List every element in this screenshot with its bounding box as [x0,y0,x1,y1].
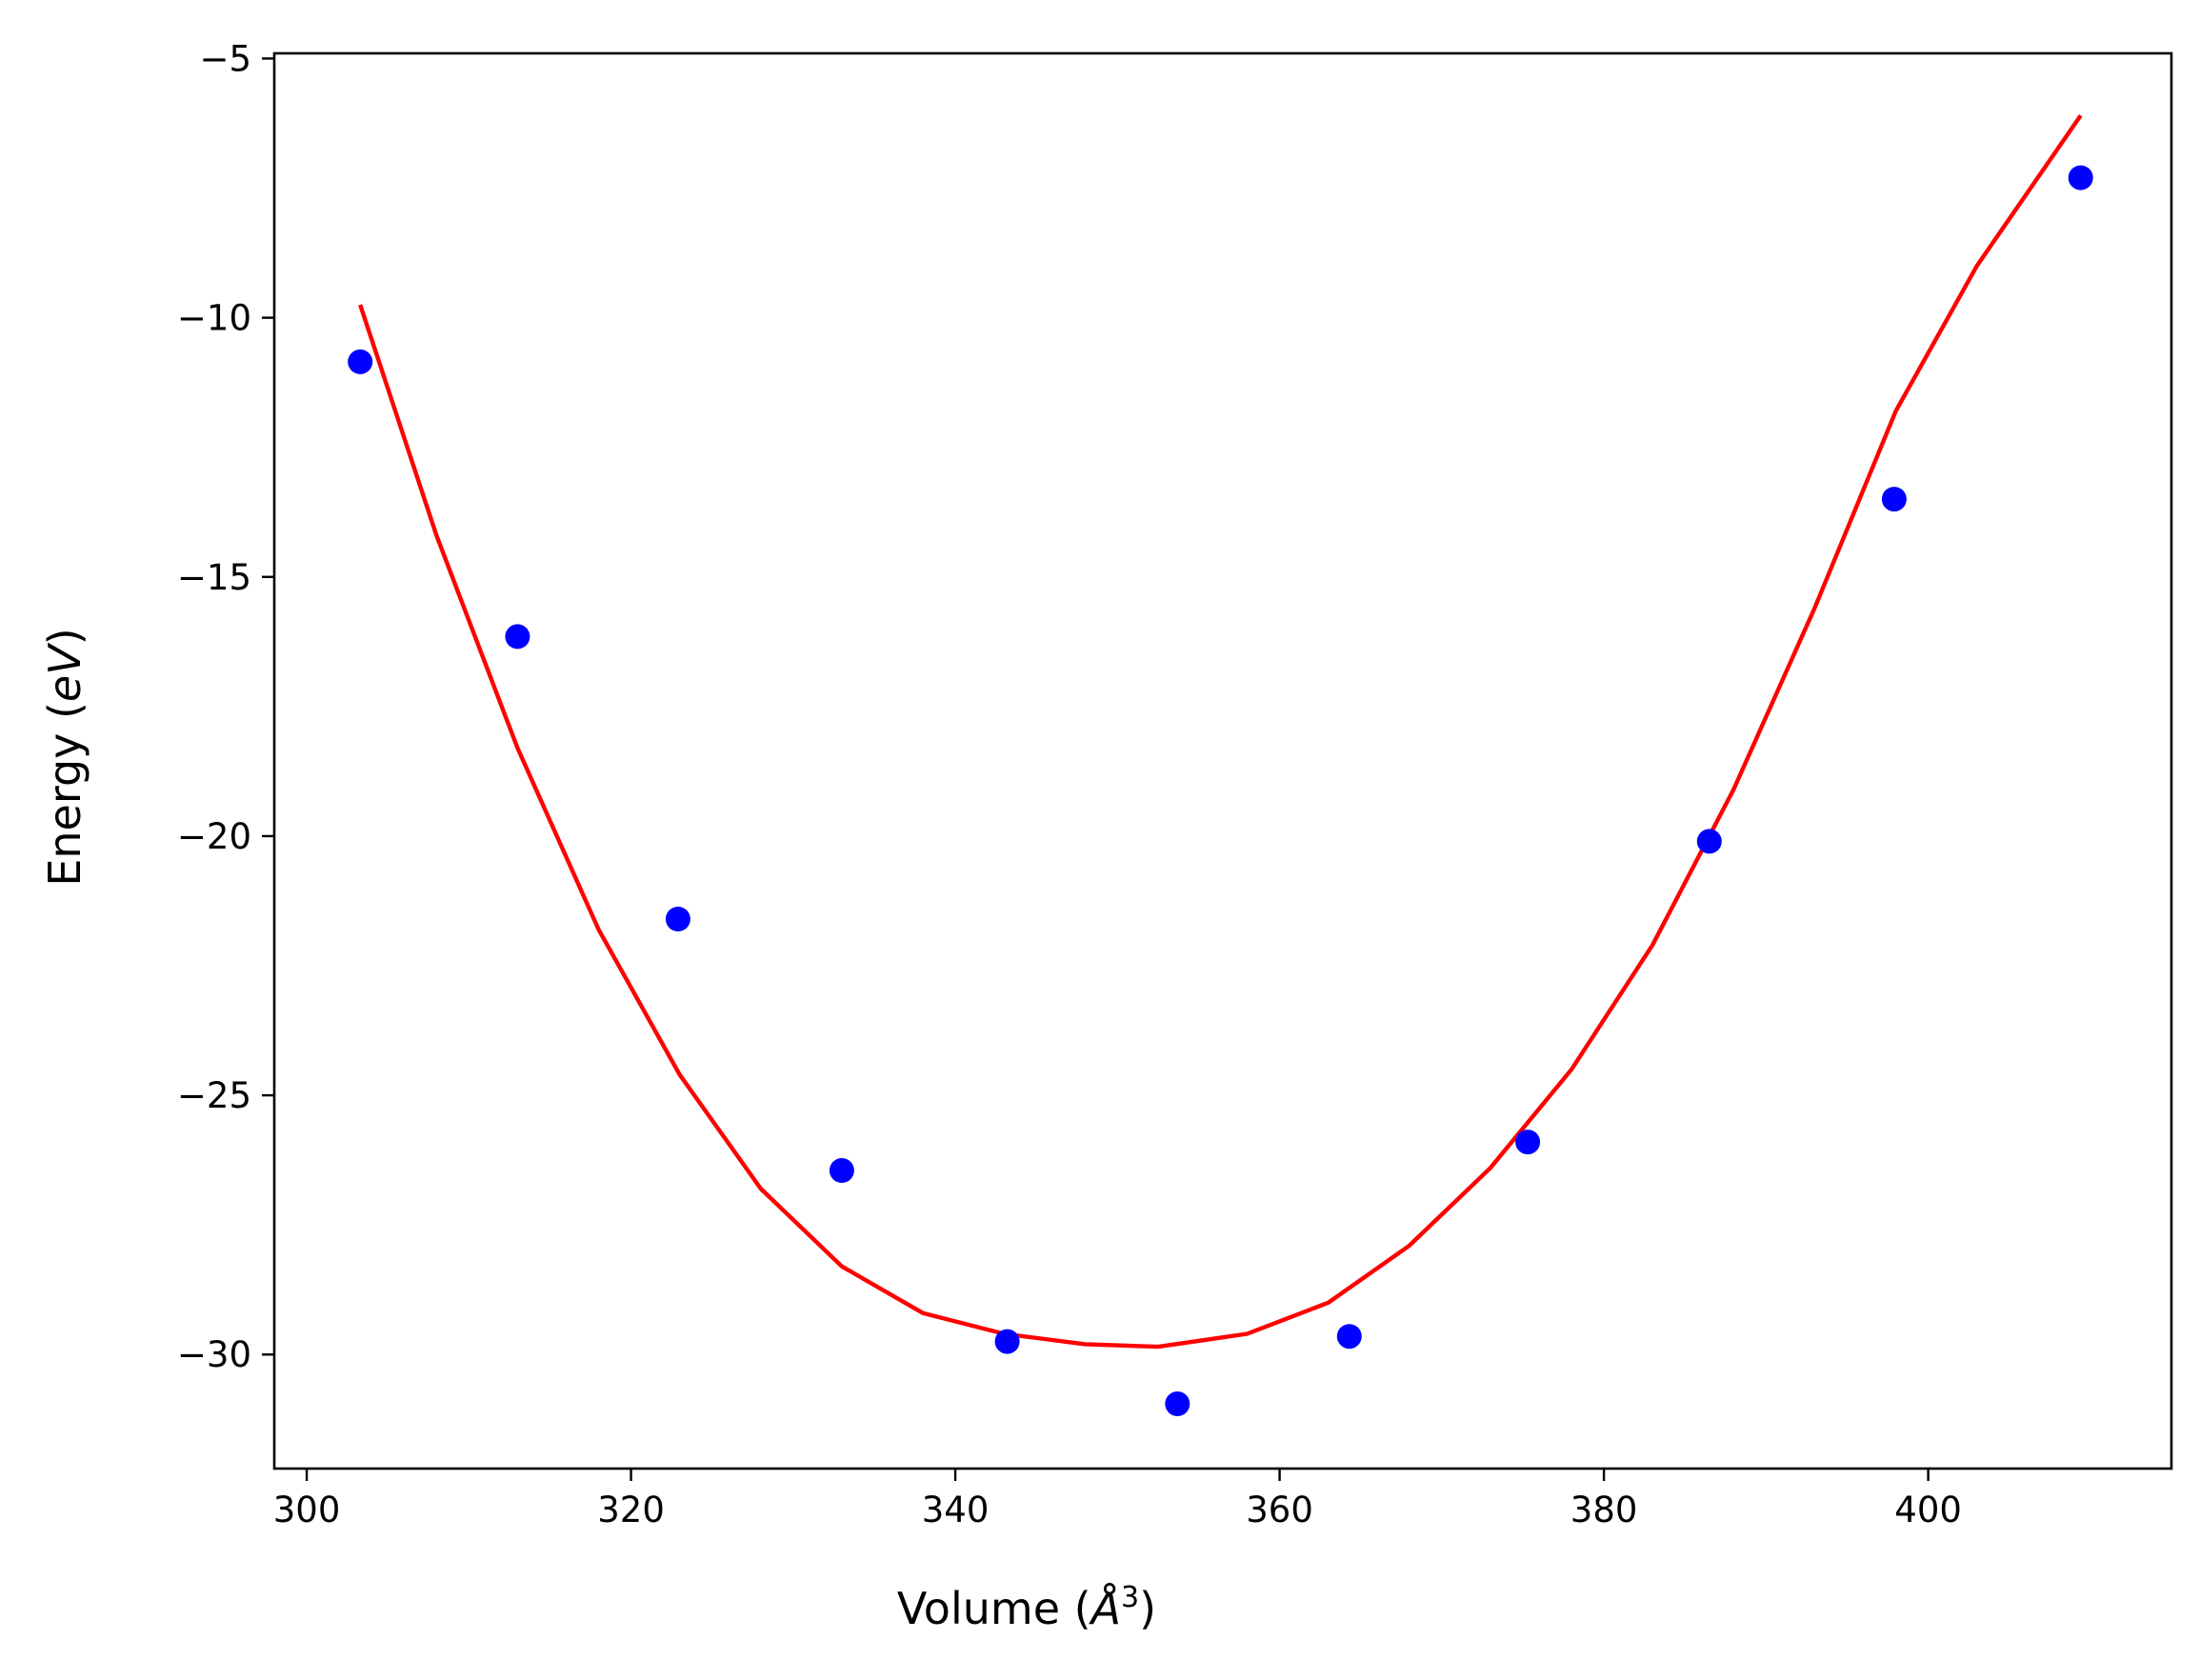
x-tick-label: 320 [597,1490,665,1530]
data-point [1881,487,1907,512]
x-tick-label: 300 [273,1490,341,1530]
y-tick-label: −15 [177,557,251,598]
data-point [1165,1391,1190,1416]
y-axis-label-unit: eV [39,642,90,702]
x-tick-label: 340 [922,1490,990,1530]
x-tick-label: 380 [1570,1490,1638,1530]
y-axis-label: Energy (eV) [39,628,90,886]
x-axis-label: Volume (Å3) [897,1581,1156,1634]
data-point [348,349,373,374]
data-point [2068,165,2093,190]
x-tick-label: 360 [1246,1490,1313,1530]
x-axis-ticks: 300 320 340 360 380 400 [273,1469,1962,1530]
x-axis-label-text: Volume ( [897,1583,1091,1634]
data-point [505,624,530,650]
axes-frame [272,51,2173,1470]
data-point [665,907,690,931]
y-tick-label: −30 [177,1334,251,1375]
x-axis-label-unit: Å [1089,1583,1121,1634]
plot-area [348,114,2093,1416]
y-tick-label: −10 [177,298,251,339]
y-tick-label: −25 [177,1075,251,1116]
data-point [1515,1130,1541,1155]
x-axis-label-superscript: 3 [1121,1581,1139,1614]
x-tick-label: 400 [1894,1490,1962,1530]
data-point [829,1158,854,1183]
y-tick-label: −20 [177,816,251,857]
x-axis-label-close: ) [1139,1583,1156,1634]
y-tick-label: −5 [199,38,251,79]
y-axis-label-text: Energy ( [39,702,90,887]
data-point [1696,829,1722,854]
y-axis-ticks: −30 −25 −20 −15 −10 −5 [177,38,274,1375]
fit-curve [358,114,2083,1350]
data-point [994,1329,1020,1354]
data-point [1336,1324,1362,1350]
y-axis-label-close: ) [39,628,90,645]
